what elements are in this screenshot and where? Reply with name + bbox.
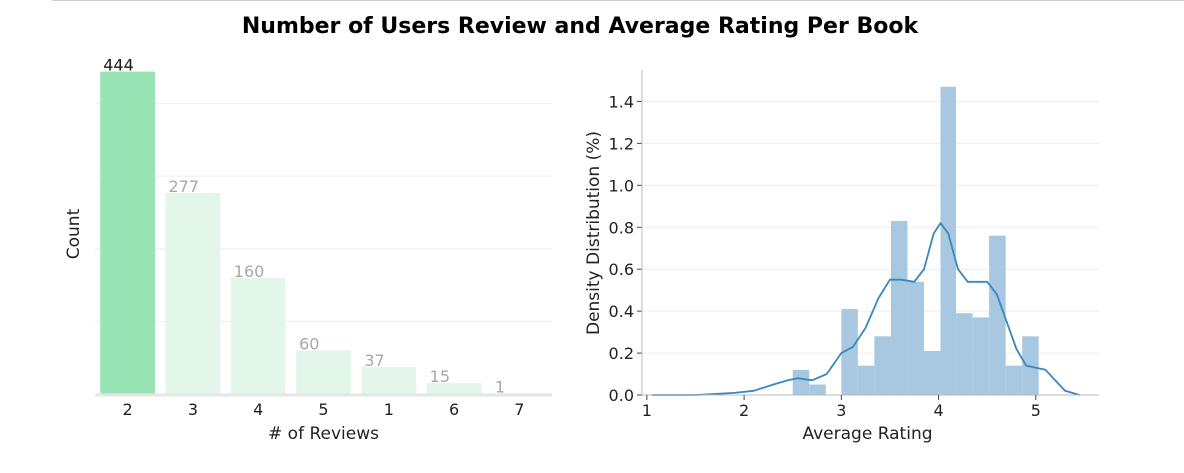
hist-bar-10 xyxy=(972,317,990,395)
hist-bar-5 xyxy=(890,220,908,395)
y-tick-label-1: 0.2 xyxy=(609,344,634,363)
hist-bar-1 xyxy=(809,384,826,395)
x-tick-label-1: 1 xyxy=(642,401,652,420)
x-tick-label-1: 1 xyxy=(384,400,394,419)
x-tick-label-4: 4 xyxy=(253,400,263,419)
top-divider xyxy=(52,0,1184,1)
figure-title: Number of Users Review and Average Ratin… xyxy=(241,14,919,39)
y-tick-label-4: 0.8 xyxy=(609,218,634,237)
x-tick-label-5: 5 xyxy=(1031,401,1041,420)
kde-curve xyxy=(651,222,1080,396)
bar-5 xyxy=(296,350,351,394)
hist-bar-3 xyxy=(857,365,875,395)
x-tick-label-2: 2 xyxy=(123,400,133,419)
x-axis-label: Average Rating xyxy=(802,424,932,444)
bar-2 xyxy=(100,71,156,394)
bar-1 xyxy=(361,367,417,394)
hist-bar-6 xyxy=(907,281,924,395)
bar-value-label-1: 37 xyxy=(364,351,384,370)
y-tick-label-2: 0.4 xyxy=(609,302,634,321)
bar-value-label-4: 160 xyxy=(234,262,265,281)
bar-3 xyxy=(165,192,221,394)
x-tick-label-5: 5 xyxy=(318,400,328,419)
y-axis-label: Count xyxy=(64,208,84,259)
bar-value-label-6: 15 xyxy=(430,367,450,386)
hist-bar-0 xyxy=(792,369,810,395)
bar-value-label-2: 444 xyxy=(103,56,134,75)
hist-bar-11 xyxy=(989,235,1006,395)
y-tick-label-0: 0.0 xyxy=(609,386,634,405)
x-tick-label-4: 4 xyxy=(933,401,943,420)
bar-value-label-5: 60 xyxy=(299,334,319,353)
y-tick-label-6: 1.2 xyxy=(609,134,634,153)
hist-bar-9 xyxy=(956,313,973,395)
hist-bar-8 xyxy=(940,86,957,395)
x-tick-label-3: 3 xyxy=(188,400,198,419)
x-axis-label: # of Reviews xyxy=(268,424,379,444)
hist-bar-13 xyxy=(1022,336,1039,395)
hist-bar-12 xyxy=(1005,365,1023,395)
y-tick-label-3: 0.6 xyxy=(609,260,634,279)
y-tick-label-5: 1.0 xyxy=(609,176,634,195)
x-tick-label-6: 6 xyxy=(449,400,459,419)
hist-bar-2 xyxy=(841,309,858,395)
hist-bar-7 xyxy=(923,350,941,395)
bar-6 xyxy=(426,383,482,394)
bar-value-label-3: 277 xyxy=(169,177,200,196)
y-axis-label: Density Distribution (%) xyxy=(584,131,604,335)
y-tick-label-7: 1.4 xyxy=(609,92,634,111)
x-tick-label-7: 7 xyxy=(514,400,524,419)
hist-bar-4 xyxy=(874,336,891,395)
bar-4 xyxy=(230,277,286,394)
x-tick-label-3: 3 xyxy=(836,401,846,420)
bar-value-label-7: 1 xyxy=(495,377,505,396)
x-tick-label-2: 2 xyxy=(739,401,749,420)
